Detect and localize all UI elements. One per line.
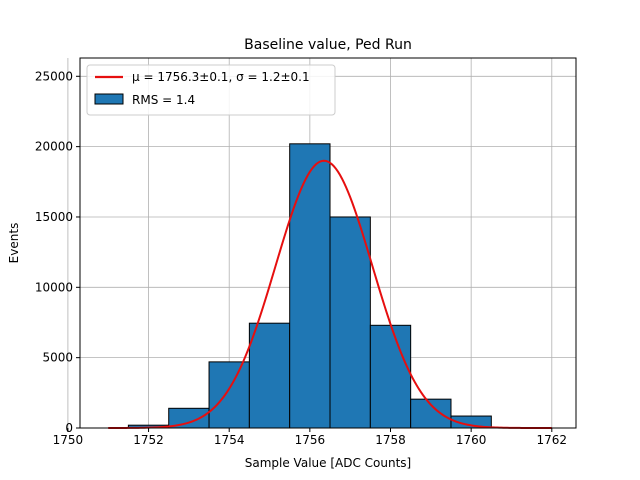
y-tick-label: 5000 <box>42 351 73 365</box>
legend-fit-label: μ = 1756.3±0.1, σ = 1.2±0.1 <box>132 70 310 84</box>
legend-fit-mu: μ = 1756.3±0.1, <box>132 70 236 84</box>
y-tick-label: 25000 <box>35 69 73 83</box>
x-tick-label: 1758 <box>375 433 406 447</box>
axes-frame <box>79 57 577 429</box>
x-tick-label: 1752 <box>133 433 164 447</box>
legend-fit-sigma: σ = 1.2±0.1 <box>236 70 310 84</box>
y-tick-label: 15000 <box>35 210 73 224</box>
x-tick-label: 1754 <box>214 433 245 447</box>
y-tick-label: 10000 <box>35 280 73 294</box>
legend-box <box>86 64 336 116</box>
histogram-bars <box>127 143 492 429</box>
y-tick-label: 0 <box>65 421 73 435</box>
legend: μ = 1756.3±0.1, σ = 1.2±0.1 RMS = 1.4 <box>86 64 336 116</box>
x-tick-label: 1750 <box>53 433 84 447</box>
x-axis-label: Sample Value [ADC Counts] <box>245 456 411 470</box>
x-tick-label: 1756 <box>295 433 326 447</box>
legend-histogram-swatch <box>94 93 124 105</box>
y-axis-label: Events <box>7 223 21 264</box>
histogram-bar <box>208 361 250 429</box>
histogram-bar <box>248 322 291 429</box>
axis-ticks: 1750 1752 1754 1756 1758 1760 1762 0 5000 10000 15… <box>35 69 567 447</box>
legend-histogram-label: RMS = 1.4 <box>132 93 195 107</box>
gaussian-fit-curve <box>108 159 552 429</box>
histogram-bar <box>329 216 371 429</box>
x-tick-label: 1760 <box>456 433 487 447</box>
x-tick-label: 1762 <box>537 433 568 447</box>
histogram-bar <box>289 143 331 429</box>
y-tick-label: 20000 <box>35 140 73 154</box>
histogram-bar <box>369 324 412 429</box>
chart-title: Baseline value, Ped Run <box>244 37 412 53</box>
